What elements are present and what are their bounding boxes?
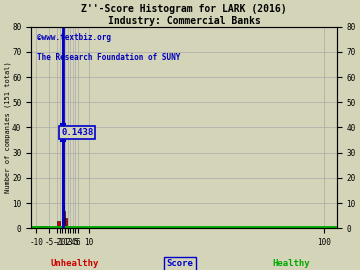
Bar — [63, 203, 64, 228]
Title: Z''-Score Histogram for LARK (2016)
Industry: Commercial Banks: Z''-Score Histogram for LARK (2016) Indu… — [81, 4, 287, 26]
Text: The Research Foundation of SUNY: The Research Foundation of SUNY — [37, 53, 180, 62]
Text: ©www.textbiz.org: ©www.textbiz.org — [37, 33, 111, 42]
Bar — [65, 218, 67, 228]
Bar — [68, 226, 70, 228]
Text: Unhealthy: Unhealthy — [50, 259, 99, 268]
Text: 0.1438: 0.1438 — [61, 128, 94, 137]
Text: Healthy: Healthy — [272, 259, 310, 268]
Bar — [37, 226, 49, 228]
Y-axis label: Number of companies (151 total): Number of companies (151 total) — [4, 62, 11, 193]
Bar — [64, 211, 65, 228]
Bar — [62, 34, 63, 228]
Bar — [57, 221, 60, 228]
Text: Score: Score — [167, 259, 193, 268]
